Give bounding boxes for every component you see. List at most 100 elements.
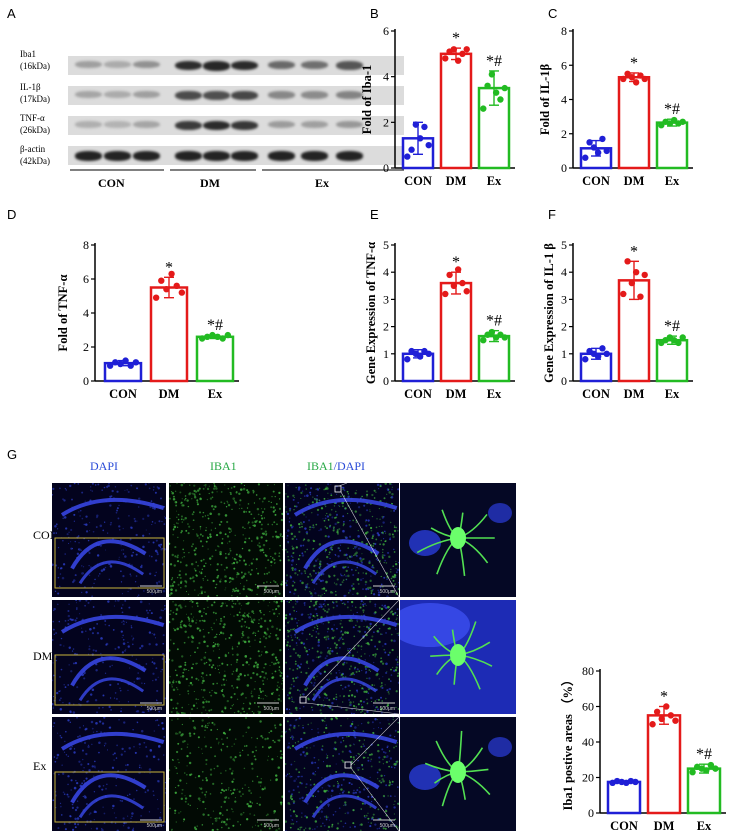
speckle	[285, 532, 287, 534]
bar-ex	[655, 121, 689, 170]
speckle	[397, 730, 399, 734]
speckle	[324, 534, 327, 538]
speckle	[278, 686, 280, 689]
speckle	[248, 707, 251, 710]
speckle	[339, 695, 341, 697]
speckle	[201, 568, 204, 571]
speckle	[152, 541, 155, 544]
speckle	[132, 728, 134, 731]
speckle	[156, 588, 158, 590]
speckle	[149, 772, 151, 774]
speckle	[109, 504, 112, 507]
speckle	[78, 726, 81, 729]
speckle	[292, 552, 295, 555]
speckle	[320, 568, 322, 571]
speckle	[148, 483, 150, 484]
speckle	[193, 690, 195, 693]
speckle	[239, 751, 241, 754]
speckle	[298, 771, 301, 774]
speckle	[230, 793, 233, 795]
speckle	[346, 631, 350, 634]
speckle	[359, 829, 362, 831]
data-point	[620, 75, 627, 83]
speckle	[128, 793, 131, 796]
speckle	[353, 683, 356, 685]
speckle	[112, 753, 115, 756]
speckle	[335, 513, 339, 516]
speckle	[332, 629, 335, 632]
speckle	[182, 711, 185, 714]
data-point	[484, 82, 491, 90]
speckle	[218, 546, 220, 548]
speckle	[186, 765, 188, 767]
speckle	[142, 545, 145, 549]
speckle	[379, 685, 382, 688]
speckle	[76, 686, 79, 689]
data-point	[582, 356, 589, 363]
speckle	[286, 495, 289, 498]
speckle	[369, 760, 372, 762]
speckle	[274, 496, 276, 498]
speckle	[292, 648, 296, 651]
speckle	[340, 725, 342, 727]
speckle	[313, 783, 316, 786]
speckle	[370, 592, 373, 594]
speckle	[208, 709, 211, 712]
speckle	[207, 514, 209, 517]
header-merge-sep: /	[333, 459, 338, 473]
speckle	[186, 613, 188, 615]
speckle	[328, 574, 330, 577]
speckle	[294, 662, 297, 666]
speckle	[365, 521, 367, 523]
speckle	[347, 547, 350, 550]
speckle	[267, 559, 270, 562]
speckle	[202, 487, 205, 490]
speckle	[279, 533, 282, 536]
speckle	[360, 823, 363, 826]
speckle	[172, 495, 175, 498]
speckle	[130, 526, 133, 530]
speckle	[145, 746, 148, 749]
speckle	[224, 769, 227, 772]
y-tick-label: 6	[561, 58, 567, 72]
speckle	[312, 684, 316, 687]
speckle	[74, 540, 76, 543]
speckle	[323, 815, 326, 818]
speckle	[290, 526, 293, 529]
x-tick-label: Ex	[665, 174, 680, 188]
speckle	[326, 555, 329, 559]
speckle	[308, 667, 310, 669]
speckle	[328, 513, 332, 516]
speckle	[356, 566, 359, 569]
speckle	[185, 591, 187, 593]
speckle	[208, 492, 210, 495]
speckle	[388, 781, 392, 784]
speckle	[318, 487, 321, 490]
speckle	[238, 611, 241, 614]
speckle	[125, 621, 127, 623]
speckle	[71, 498, 73, 501]
speckle	[151, 593, 153, 595]
speckle	[121, 593, 123, 595]
speckle	[220, 520, 223, 523]
speckle	[344, 676, 347, 678]
speckle	[233, 743, 236, 745]
speckle	[341, 603, 343, 605]
speckle	[361, 553, 363, 555]
speckle	[138, 506, 140, 508]
speckle	[298, 638, 301, 641]
speckle	[93, 819, 95, 821]
speckle	[118, 528, 121, 531]
speckle	[324, 525, 327, 528]
speckle	[263, 825, 266, 828]
speckle	[318, 499, 320, 501]
speckle	[227, 652, 230, 654]
speckle	[344, 812, 346, 815]
speckle	[164, 517, 166, 519]
speckle	[395, 560, 397, 562]
speckle	[132, 551, 134, 554]
speckle	[346, 557, 349, 559]
speckle	[135, 553, 138, 556]
speckle	[269, 611, 271, 613]
micrograph-ex-zoom	[400, 717, 516, 831]
